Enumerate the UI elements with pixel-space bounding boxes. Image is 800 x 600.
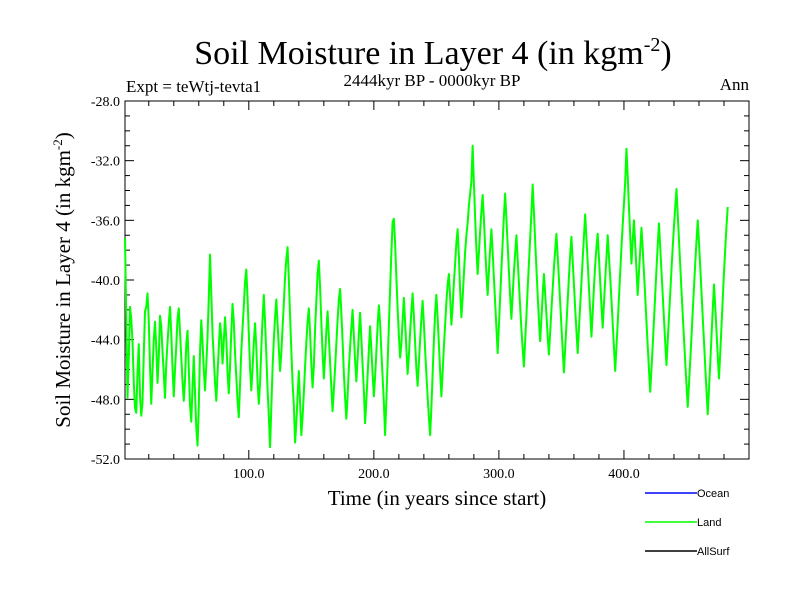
series-group: [124, 144, 729, 449]
period-label: 2444kyr BP - 0000kyr BP: [344, 71, 521, 90]
y-tick-label: -28.0: [91, 95, 120, 110]
series-line-land: [124, 144, 729, 449]
x-tick-label: 300.0: [483, 467, 515, 482]
axis-ticks: -28.0 -32.0 -36.0 -40.0 -44.0 -48.0 -52.0 100.0…: [91, 95, 749, 482]
legend-label-land: Land: [697, 517, 721, 529]
y-tick-label: -48.0: [91, 393, 120, 408]
x-tick-label: 100.0: [233, 467, 265, 482]
x-axis-label: Time (in years since start): [328, 486, 547, 510]
season-label: Ann: [720, 75, 750, 94]
experiment-label: Expt = teWtj-tevta1: [126, 77, 261, 96]
x-tick-label: 200.0: [358, 467, 390, 482]
y-axis-label: Soil Moisture in Layer 4 (in kgm-2): [50, 132, 75, 427]
y-tick-label: -32.0: [91, 155, 120, 170]
chart-title: Soil Moisture in Layer 4 (in kgm-2): [194, 34, 672, 72]
y-tick-label: -44.0: [91, 334, 120, 349]
y-tick-label: -52.0: [91, 453, 120, 468]
y-tick-label: -40.0: [91, 274, 120, 289]
legend-label-allsurf: AllSurf: [697, 546, 730, 558]
legend: Ocean Land AllSurf: [645, 488, 730, 558]
legend-label-ocean: Ocean: [697, 488, 729, 500]
y-tick-label: -36.0: [91, 214, 120, 229]
x-tick-label: 400.0: [608, 467, 640, 482]
